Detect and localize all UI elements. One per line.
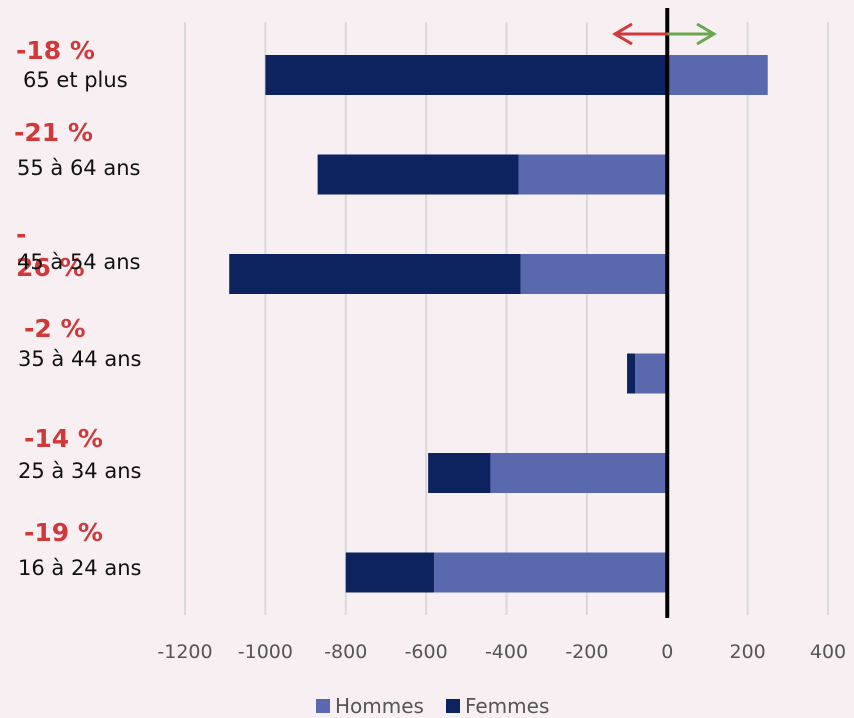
bar-femmes-5: [345, 552, 435, 593]
percent-label: 26 %: [16, 253, 85, 282]
x-tick-label: -800: [324, 641, 368, 663]
legend-label-hommes: Hommes: [335, 694, 424, 718]
bar-femmes-3: [627, 353, 636, 394]
x-tick-label: -600: [404, 641, 448, 663]
legend-item-femmes: Femmes: [445, 694, 550, 718]
category-label: 55 à 64 ans: [17, 156, 141, 180]
legend-item-hommes: Hommes: [316, 694, 424, 718]
percent-label: -2 %: [24, 314, 86, 343]
percent-label: -: [16, 220, 27, 249]
bar-hommes-4: [490, 453, 668, 493]
legend-swatch-hommes: [316, 699, 330, 713]
x-tick-label: -1200: [157, 641, 213, 663]
category-label: 25 à 34 ans: [18, 459, 142, 483]
percent-label: -19 %: [24, 518, 103, 547]
category-label: 45 à 54 ans: [17, 250, 141, 274]
bar-femmes-2: [229, 254, 521, 294]
x-tick-label: -200: [565, 641, 609, 663]
bar-femmes-4: [428, 453, 491, 493]
bar-hommes-1: [518, 154, 668, 195]
percent-label: -14 %: [24, 424, 103, 453]
category-label: 16 à 24 ans: [18, 556, 142, 580]
bar-femmes-0: [265, 55, 668, 95]
bar-hommes-0: [667, 55, 768, 95]
x-tick-label: 200: [729, 641, 766, 663]
legend: Hommes Femmes: [316, 694, 571, 718]
bar-hommes-3: [635, 353, 668, 394]
percent-label: -18 %: [16, 36, 95, 65]
bar-femmes-1: [317, 154, 519, 195]
x-tick-label: -1000: [237, 641, 293, 663]
category-label: 65 et plus: [23, 68, 128, 92]
x-tick-label: 400: [809, 641, 847, 663]
bar-hommes-5: [434, 552, 668, 593]
x-tick-label: 0: [661, 641, 674, 663]
arrow-left-head: [612, 22, 633, 46]
category-label: 35 à 44 ans: [18, 347, 142, 371]
x-tick-label: -400: [484, 641, 529, 663]
legend-label-femmes: Femmes: [464, 694, 550, 718]
bar-hommes-2: [520, 254, 668, 294]
arrow-right-head: [696, 22, 717, 46]
legend-swatch-femmes: [445, 699, 460, 713]
percent-label: -21 %: [14, 118, 93, 147]
